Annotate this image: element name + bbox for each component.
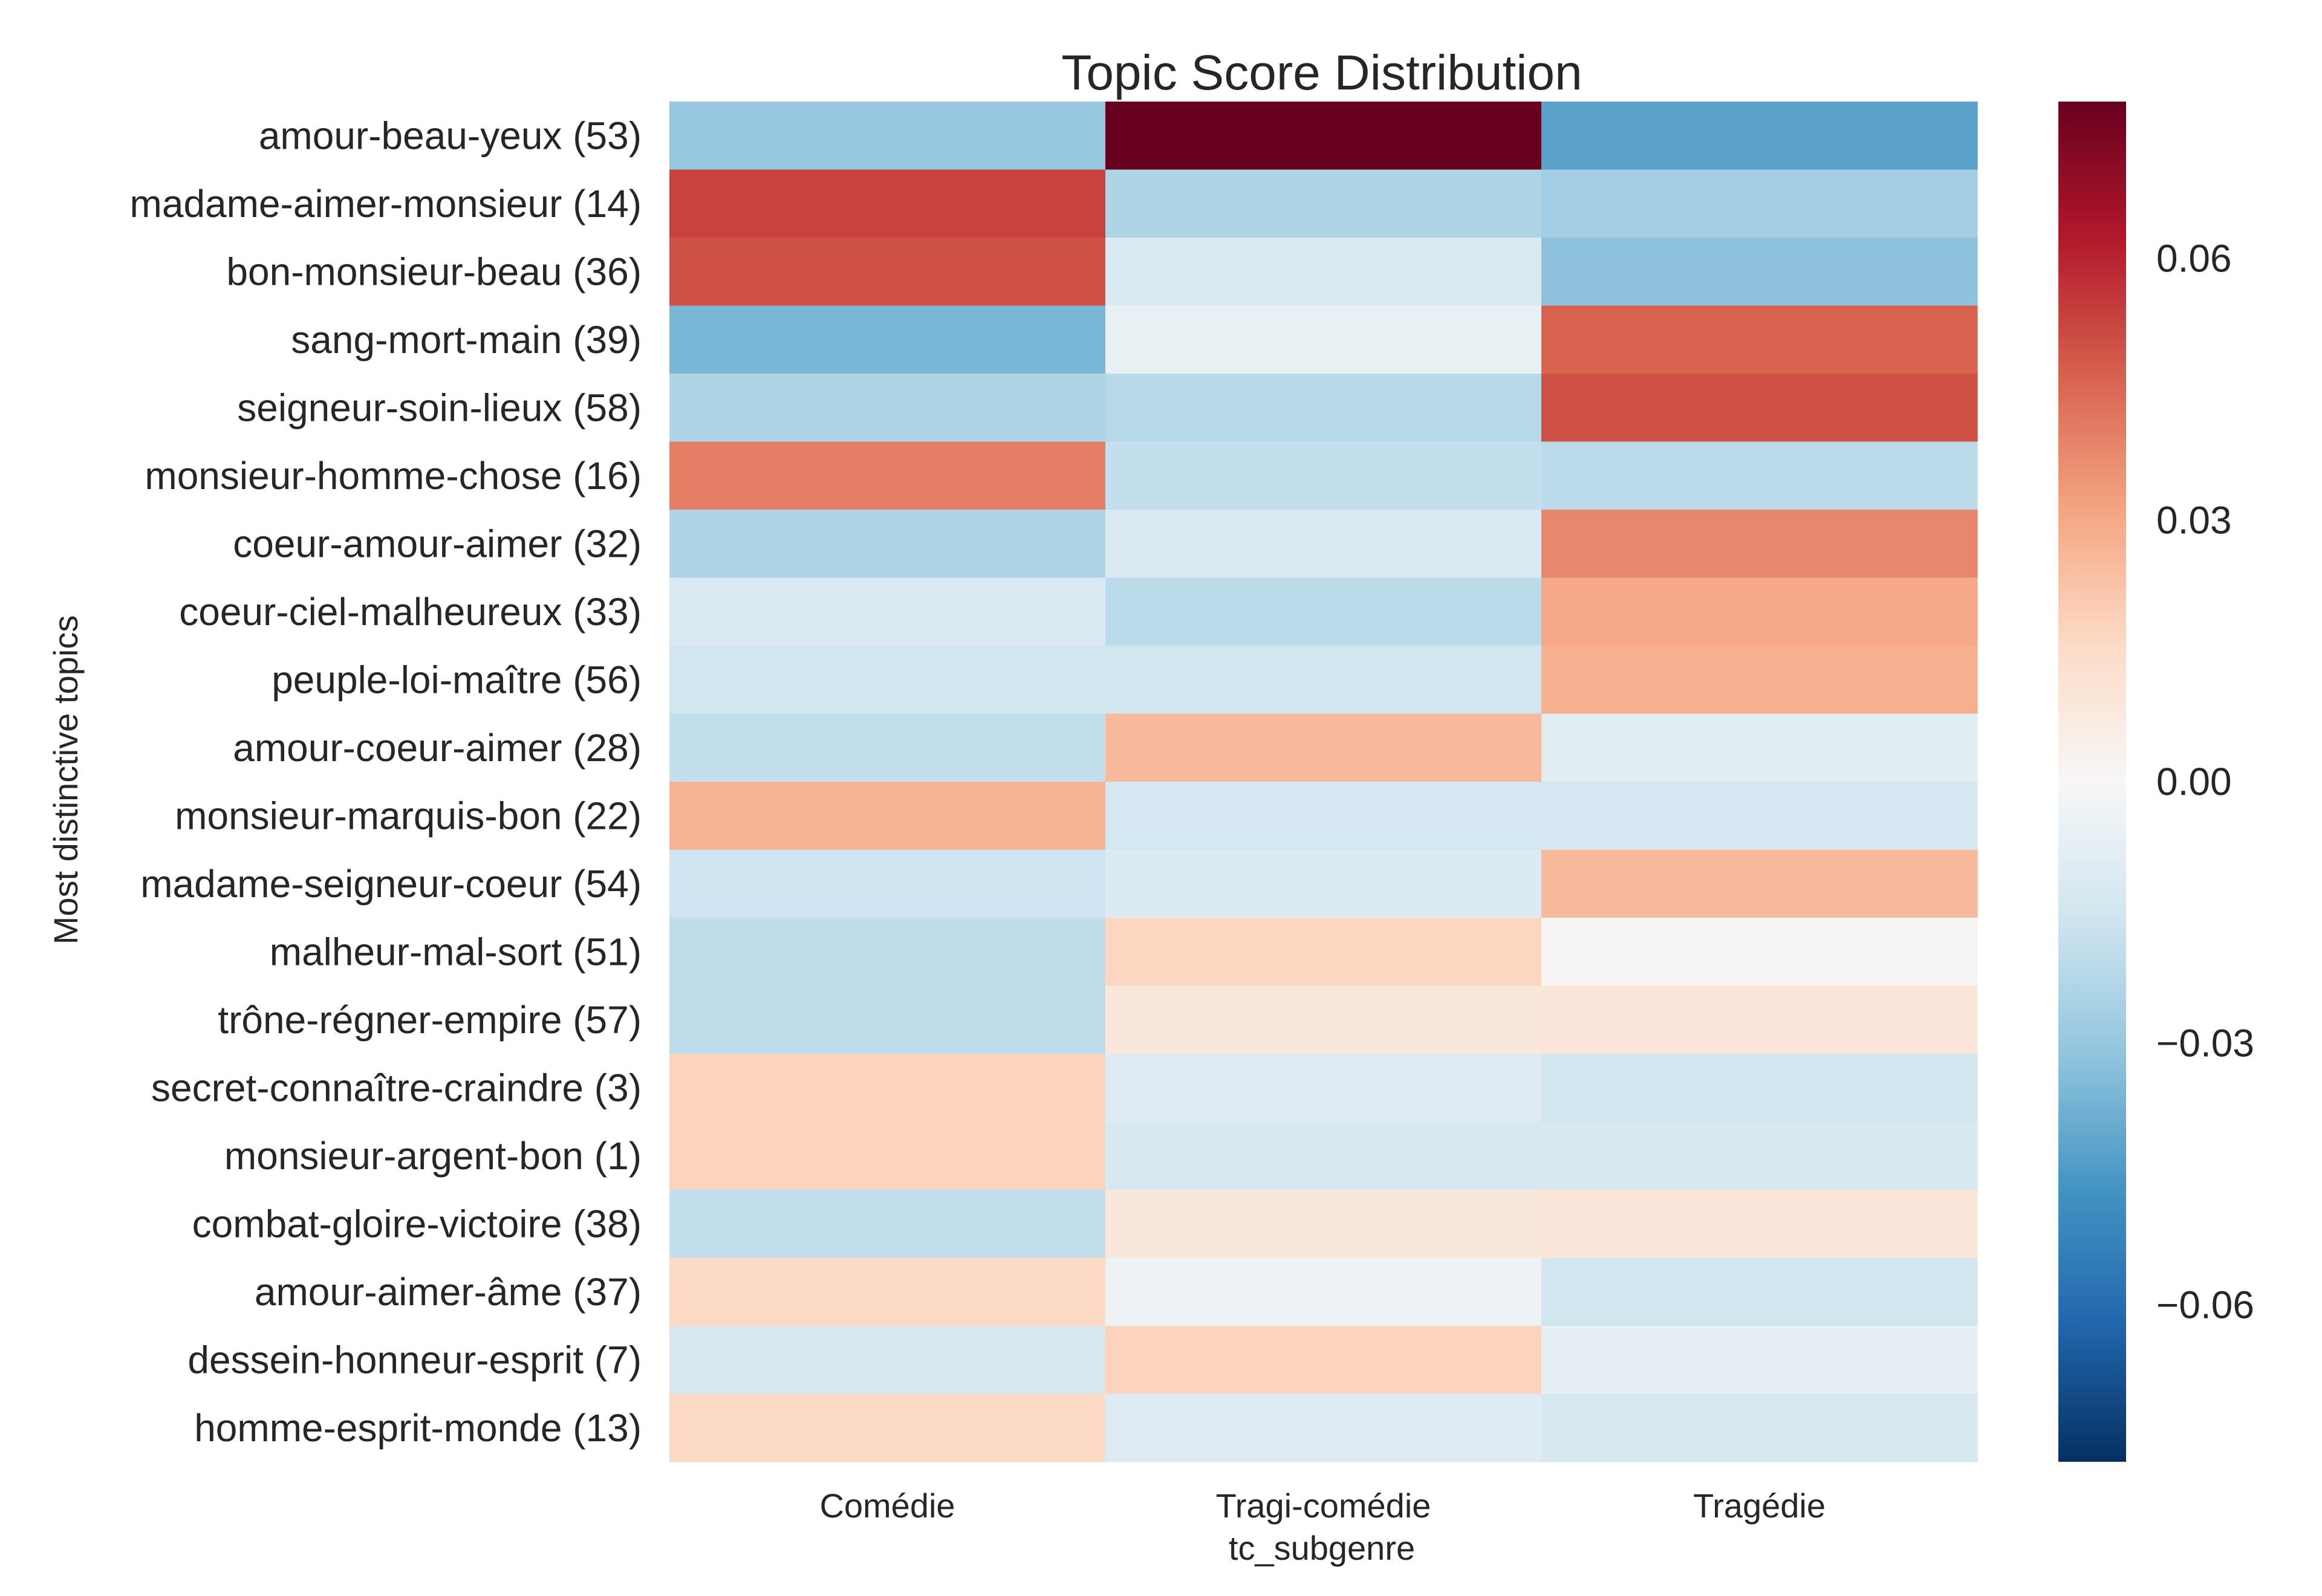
heatmap-cell — [1105, 646, 1542, 715]
heatmap-cell — [669, 510, 1106, 579]
heatmap-cell — [1541, 985, 1978, 1054]
heatmap-cell — [1541, 510, 1978, 579]
heatmap-cell — [1105, 918, 1542, 987]
colorbar-tick-label: 0.06 — [2156, 237, 2232, 281]
heatmap-cell — [1105, 238, 1542, 307]
heatmap-cell — [1541, 713, 1978, 782]
y-tick-labels: amour-beau-yeux (53) madame-aimer-monsieu… — [130, 114, 642, 1450]
heatmap-cell — [669, 713, 1106, 782]
heatmap-cell — [669, 441, 1106, 510]
heatmap-cell — [669, 577, 1106, 646]
heatmap-cell — [1541, 1393, 1978, 1462]
x-tick-label: Tragi-comédie — [1216, 1487, 1431, 1525]
y-tick-label: madame-aimer-monsieur (14) — [130, 182, 642, 225]
heatmap-cells — [669, 102, 1978, 1462]
y-tick-label: secret-connaître-craindre (3) — [151, 1066, 642, 1109]
y-tick-label: monsieur-argent-bon (1) — [224, 1134, 642, 1178]
heatmap-cell — [1541, 577, 1978, 646]
heatmap-cell — [1105, 510, 1542, 579]
heatmap-cell — [1541, 1326, 1978, 1395]
heatmap-cell — [669, 1257, 1106, 1326]
heatmap-cell — [1541, 782, 1978, 851]
heatmap-cell — [1105, 849, 1542, 918]
x-tick-label: Tragédie — [1693, 1487, 1826, 1525]
y-tick-label: sang-mort-main (39) — [291, 318, 642, 362]
y-tick-label: malheur-mal-sort (51) — [270, 930, 642, 973]
colorbar-tick-label: 0.00 — [2156, 760, 2232, 803]
y-tick-label: peuple-loi-maître (56) — [272, 658, 642, 701]
heatmap-cell — [1541, 849, 1978, 918]
heatmap-cell — [1105, 1054, 1542, 1123]
heatmap-cell — [1541, 646, 1978, 715]
heatmap-cell — [1541, 102, 1978, 170]
heatmap-cell — [669, 1190, 1106, 1259]
chart-title: Topic Score Distribution — [1061, 45, 1582, 100]
heatmap-cell — [669, 646, 1106, 715]
heatmap-cell — [1105, 169, 1542, 238]
heatmap-cell — [1541, 441, 1978, 510]
colorbar-tick-label: −0.03 — [2156, 1022, 2254, 1065]
heatmap-cell — [1105, 441, 1542, 510]
heatmap-cell — [669, 782, 1106, 851]
heatmap-cell — [1541, 1121, 1978, 1190]
y-tick-label: dessein-honneur-esprit (7) — [187, 1338, 642, 1381]
heatmap-cell — [669, 1326, 1106, 1395]
y-tick-label: coeur-amour-aimer (32) — [233, 522, 642, 565]
heatmap-cell — [1541, 1190, 1978, 1259]
heatmap-cell — [669, 374, 1106, 443]
heatmap-cell — [669, 918, 1106, 987]
colorbar-ticks: 0.06 0.03 0.00 −0.03 −0.06 — [2156, 237, 2254, 1327]
heatmap-cell — [1105, 374, 1542, 443]
x-axis-label: tc_subgenre — [1229, 1529, 1415, 1567]
colorbar-tick-label: −0.06 — [2156, 1283, 2254, 1326]
y-tick-label: seigneur-soin-lieux (58) — [237, 386, 642, 429]
y-tick-label: combat-gloire-victoire (38) — [192, 1202, 642, 1245]
heatmap-cell — [1541, 238, 1978, 307]
y-tick-label: bon-monsieur-beau (36) — [226, 250, 642, 293]
y-tick-label: homme-esprit-monde (13) — [194, 1406, 642, 1450]
colorbar — [2058, 102, 2126, 1462]
heatmap-cell — [1105, 782, 1542, 851]
y-tick-label: monsieur-marquis-bon (22) — [175, 794, 642, 837]
heatmap-cell — [1541, 1257, 1978, 1326]
heatmap-cell — [669, 1393, 1106, 1462]
colorbar-tick-label: 0.03 — [2156, 498, 2232, 542]
heatmap-cell — [1105, 102, 1542, 170]
x-tick-labels: Comédie Tragi-comédie Tragédie — [819, 1487, 1826, 1525]
heatmap-cell — [1541, 305, 1978, 374]
heatmap-cell — [1541, 169, 1978, 238]
heatmap-cell — [1541, 918, 1978, 987]
heatmap-cell — [1105, 577, 1542, 646]
heatmap-cell — [669, 169, 1106, 238]
heatmap-cell — [669, 305, 1106, 374]
y-tick-label: madame-seigneur-coeur (54) — [140, 862, 642, 906]
y-axis-label: Most distinctive topics — [47, 615, 85, 945]
heatmap-cell — [1105, 305, 1542, 374]
y-tick-label: trône-régner-empire (57) — [218, 998, 642, 1042]
heatmap-cell — [1541, 1054, 1978, 1123]
heatmap-cell — [1105, 1326, 1542, 1395]
heatmap-cell — [1105, 713, 1542, 782]
x-tick-label: Comédie — [819, 1487, 955, 1525]
heatmap-cell — [1105, 1393, 1542, 1462]
heatmap-cell — [1105, 1190, 1542, 1259]
heatmap-cell — [669, 238, 1106, 307]
heatmap-cell — [669, 102, 1106, 170]
heatmap-cell — [1105, 985, 1542, 1054]
heatmap-cell — [1541, 374, 1978, 443]
y-tick-label: coeur-ciel-malheureux (33) — [179, 590, 642, 634]
y-tick-label: monsieur-homme-chose (16) — [145, 454, 642, 498]
heatmap-cell — [669, 985, 1106, 1054]
y-tick-label: amour-beau-yeux (53) — [259, 114, 642, 157]
heatmap-cell — [1105, 1121, 1542, 1190]
heatmap-cell — [669, 1121, 1106, 1190]
heatmap-cell — [669, 1054, 1106, 1123]
heatmap-cell — [1105, 1257, 1542, 1326]
y-tick-label: amour-coeur-aimer (28) — [233, 726, 642, 770]
y-tick-label: amour-aimer-âme (37) — [255, 1270, 642, 1314]
heatmap-cell — [669, 849, 1106, 918]
